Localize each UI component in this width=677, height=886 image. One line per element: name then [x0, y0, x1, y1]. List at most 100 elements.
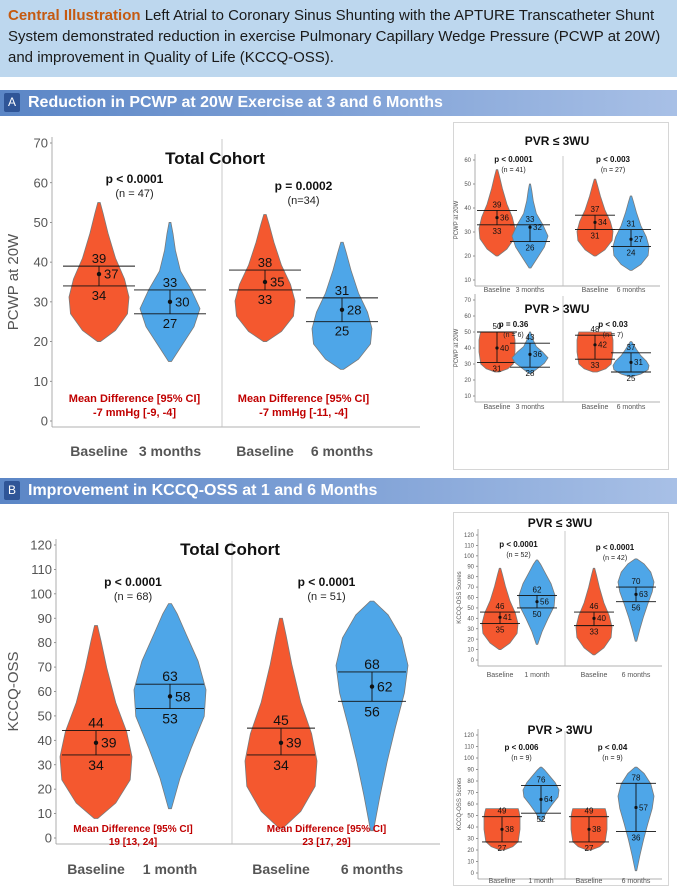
- q3-label: 33: [526, 215, 535, 224]
- y-tick-label: 90: [467, 564, 474, 570]
- y-tick-label: 50: [38, 708, 52, 723]
- x-tick-label: Baseline: [252, 861, 310, 877]
- median-label: 39: [101, 735, 117, 751]
- q1-label: 36: [632, 834, 641, 843]
- q1-label: 33: [493, 227, 502, 236]
- x-tick-label: 3 months: [516, 287, 545, 294]
- y-tick-label: 120: [464, 733, 475, 739]
- x-tick-label: 3 months: [139, 443, 201, 459]
- n-count: (n = 47): [115, 188, 153, 200]
- median-dot: [167, 694, 173, 699]
- q1-label: 50: [533, 610, 542, 619]
- mean-diff-label: Mean Difference [95% CI]: [267, 824, 386, 835]
- chart-B-pvr-high: 0 10 20 30 40 50 60 70 80 90 100 110 120 KCCQ-OSS Sco…: [457, 723, 662, 885]
- p-value: p < 0.006: [504, 743, 539, 752]
- q1-label: 34: [273, 757, 289, 773]
- q3-label: 49: [585, 807, 594, 816]
- x-tick-label: Baseline: [487, 672, 514, 679]
- median-dot: [96, 271, 102, 277]
- q3-label: 76: [537, 776, 546, 785]
- x-tick-label: 6 months: [622, 878, 651, 885]
- q3-label: 45: [273, 712, 289, 728]
- n-count: (n = 41): [501, 167, 525, 174]
- chart-A-pvr-high: 10 20 30 40 50 60 70 PCWP at 20W PVR > 3WU 50 31 40…: [454, 294, 660, 411]
- median-dot: [629, 360, 633, 364]
- y-tick-label: 60: [38, 684, 52, 699]
- y-axis-label: PCWP at 20W: [454, 200, 460, 239]
- median-label: 37: [104, 267, 118, 282]
- x-tick-label: 3 months: [516, 404, 545, 411]
- y-tick-label: 60: [467, 802, 474, 808]
- mean-diff-value: -7 mmHg [-11, -4]: [259, 407, 348, 419]
- x-tick-label: Baseline: [582, 287, 609, 294]
- n-count: (n = 6): [503, 332, 523, 339]
- central-illustration-header: Central Illustration Left Atrial to Coro…: [0, 0, 677, 77]
- q1-label: 34: [88, 757, 104, 773]
- y-tick-label: 70: [38, 660, 52, 675]
- q1-label: 33: [590, 628, 599, 637]
- y-tick-label: 40: [467, 825, 474, 831]
- y-tick-label: 10: [467, 860, 474, 866]
- n-count: (n = 27): [601, 167, 625, 174]
- q1-label: 27: [585, 844, 594, 853]
- q3-label: 49: [498, 807, 507, 816]
- y-tick-label: 30: [34, 294, 48, 309]
- chart-title: PVR > 3WU: [527, 723, 592, 737]
- median-dot: [587, 827, 591, 831]
- median-label: 36: [533, 350, 542, 359]
- y-tick-label: 110: [464, 544, 474, 550]
- y-tick-label: 30: [38, 757, 52, 772]
- chart-title: PVR ≤ 3WU: [528, 516, 593, 530]
- y-axis-label: KCCQ-OSS Scores: [457, 778, 463, 830]
- chart-title: PVR ≤ 3WU: [525, 134, 590, 148]
- y-tick-label: 70: [467, 791, 474, 797]
- q3-label: 63: [162, 668, 178, 684]
- x-tick-label: Baseline: [484, 287, 511, 294]
- q1-label: 35: [496, 626, 505, 635]
- p-value: p < 0.0001: [494, 155, 533, 164]
- n-count: (n=34): [287, 195, 319, 207]
- y-tick-label: 30: [464, 362, 471, 368]
- q1-label: 31: [591, 232, 600, 241]
- q1-label: 25: [627, 374, 636, 383]
- y-tick-label: 10: [467, 648, 474, 654]
- y-tick-label: 30: [464, 230, 471, 236]
- median-dot: [593, 343, 597, 347]
- chart-title: Total Cohort: [165, 149, 265, 168]
- n-count: (n = 68): [114, 591, 152, 603]
- y-tick-label: 90: [38, 611, 52, 626]
- y-tick-label: 120: [464, 533, 475, 539]
- n-count: (n = 9): [511, 755, 531, 762]
- p-value: p = 0.0002: [275, 179, 333, 193]
- q3-label: 46: [590, 602, 599, 611]
- median-dot: [495, 216, 499, 220]
- x-tick-label: 1 month: [143, 861, 197, 877]
- median-label: 27: [634, 235, 643, 244]
- x-tick-label: Baseline: [67, 861, 125, 877]
- q3-label: 62: [533, 585, 542, 594]
- q3-label: 39: [92, 251, 106, 266]
- y-tick-label: 0: [41, 414, 48, 429]
- y-tick-label: 70: [467, 585, 474, 591]
- violin: [575, 567, 613, 656]
- q3-label: 70: [632, 577, 641, 586]
- median-label: 41: [503, 613, 512, 622]
- y-tick-label: 20: [467, 848, 474, 854]
- y-axis-label: PCWP at 20W: [5, 233, 22, 330]
- median-dot: [634, 592, 638, 596]
- x-tick-label: 6 months: [622, 672, 651, 679]
- x-tick-label: Baseline: [484, 404, 511, 411]
- median-dot: [278, 740, 284, 745]
- y-tick-label: 0: [45, 831, 52, 846]
- q3-label: 44: [88, 715, 104, 731]
- y-tick-label: 90: [467, 768, 474, 774]
- y-tick-label: 20: [34, 334, 48, 349]
- section-a-banner: A Reduction in PCWP at 20W Exercise at 3…: [0, 90, 677, 116]
- n-count: (n = 9): [602, 755, 622, 762]
- p-value: p < 0.003: [596, 155, 631, 164]
- p-value: p < 0.04: [598, 743, 628, 752]
- panel-a-subgroups: [453, 122, 669, 470]
- y-tick-label: 100: [464, 756, 475, 762]
- y-axis-label: KCCQ-OSS Scores: [457, 571, 463, 623]
- median-label: 28: [347, 302, 361, 317]
